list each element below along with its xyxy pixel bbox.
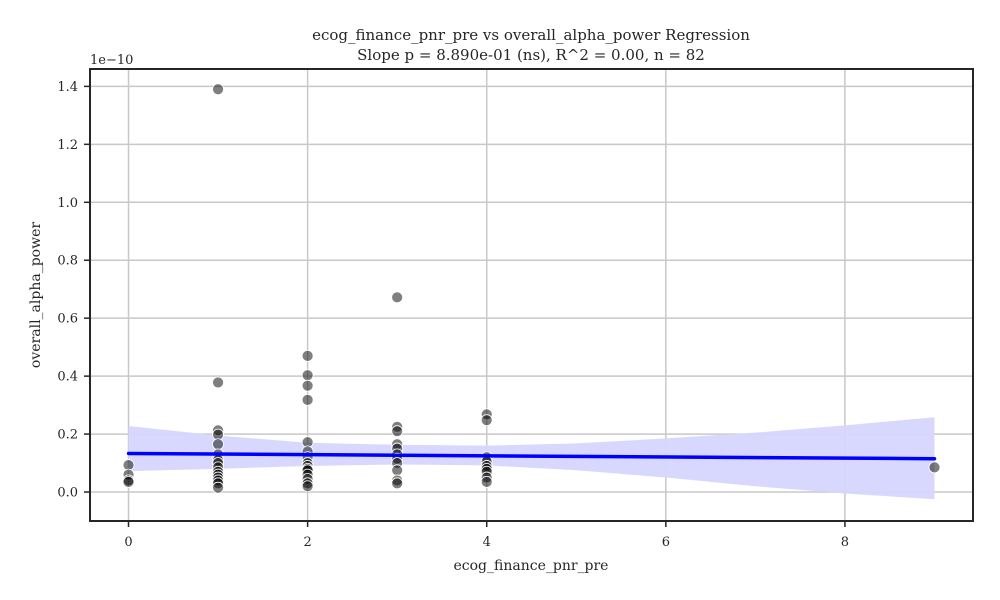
data-point (301, 369, 314, 382)
data-point (391, 464, 404, 477)
data-point (391, 425, 404, 438)
data-point (301, 480, 314, 493)
y-tick-label: 1.4 (57, 80, 78, 95)
plot-frame (89, 68, 974, 522)
y-tick-label: 0.6 (57, 312, 78, 327)
data-point (480, 475, 493, 488)
chart-subtitle: Slope p = 8.890e-01 (ns), R^2 = 0.00, n … (357, 46, 705, 64)
y-axis-label: overall_alpha_power (28, 222, 44, 368)
data-point (480, 414, 493, 427)
data-point (391, 477, 404, 490)
y-tick-label: 1.0 (57, 196, 78, 211)
data-point (122, 475, 135, 488)
x-tick-label: 2 (303, 535, 311, 550)
data-point (928, 461, 941, 474)
x-tick-label: 4 (483, 535, 491, 550)
plot-area: 0 2 4 6 8 0.0 0.2 0.4 0.6 0.8 1.0 1.2 1.4 (57, 68, 974, 550)
data-point (391, 291, 404, 304)
data-point (212, 376, 224, 389)
y-tick-label: 1.2 (57, 138, 78, 153)
y-scale-label: 1e−10 (90, 53, 133, 68)
confidence-band (128, 417, 935, 500)
x-axis-label: ecog_finance_pnr_pre (454, 558, 609, 574)
data-point (301, 349, 314, 362)
y-tick-label: 0.4 (57, 370, 78, 385)
y-tick-label: 0.8 (57, 254, 78, 269)
y-tick-label: 0.2 (57, 428, 78, 443)
chart-title: ecog_finance_pnr_pre vs overall_alpha_po… (312, 26, 750, 44)
x-tick-label: 8 (841, 535, 849, 550)
data-point (212, 438, 224, 451)
x-tick-label: 6 (662, 535, 670, 550)
x-tick-label: 0 (124, 535, 132, 550)
data-point (212, 481, 224, 494)
regression-line (126, 451, 937, 461)
y-tick-label: 0.0 (57, 486, 78, 501)
data-point (212, 83, 224, 96)
data-point (301, 393, 314, 406)
data-point (301, 379, 314, 392)
